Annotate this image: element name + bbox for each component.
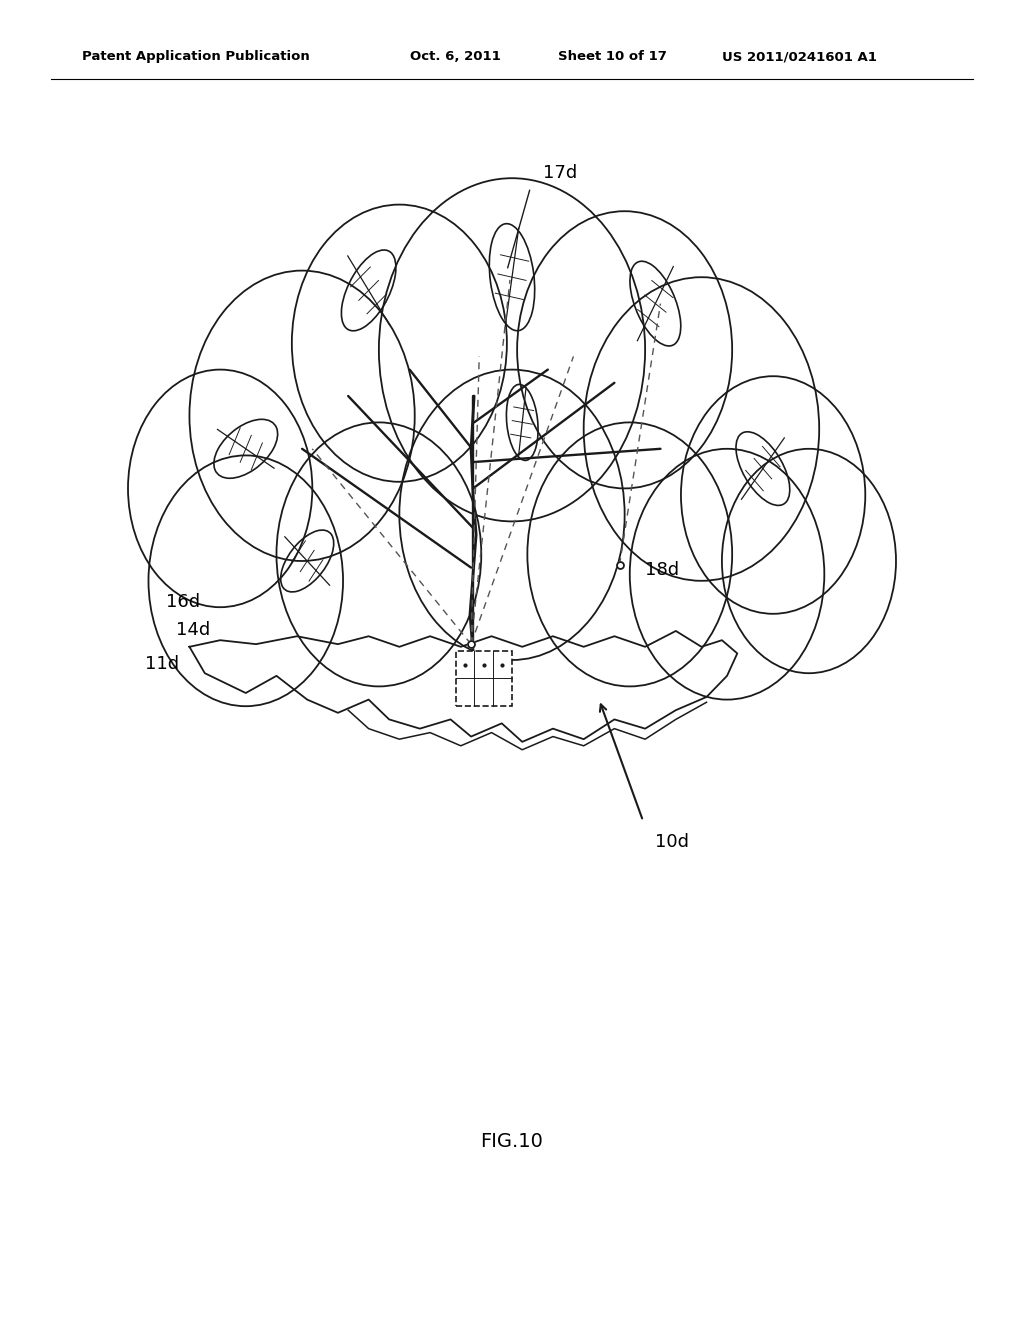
Text: 17d: 17d — [543, 164, 577, 182]
Circle shape — [630, 449, 824, 700]
Text: 14d: 14d — [176, 620, 210, 639]
Text: 10d: 10d — [655, 833, 689, 851]
Text: 16d: 16d — [166, 593, 200, 611]
Text: FIG.10: FIG.10 — [480, 1133, 544, 1151]
Circle shape — [292, 205, 507, 482]
Text: Patent Application Publication: Patent Application Publication — [82, 50, 309, 63]
Text: Oct. 6, 2011: Oct. 6, 2011 — [410, 50, 501, 63]
Circle shape — [379, 178, 645, 521]
Circle shape — [148, 455, 343, 706]
Circle shape — [584, 277, 819, 581]
Circle shape — [517, 211, 732, 488]
Text: 11d: 11d — [145, 655, 179, 673]
Text: US 2011/0241601 A1: US 2011/0241601 A1 — [722, 50, 877, 63]
Circle shape — [722, 449, 896, 673]
Circle shape — [681, 376, 865, 614]
Circle shape — [527, 422, 732, 686]
Text: Sheet 10 of 17: Sheet 10 of 17 — [558, 50, 667, 63]
Bar — [456, 651, 512, 706]
Circle shape — [399, 370, 625, 660]
Text: 18d: 18d — [645, 561, 679, 579]
Polygon shape — [189, 631, 737, 742]
Circle shape — [189, 271, 415, 561]
Circle shape — [276, 422, 481, 686]
Circle shape — [128, 370, 312, 607]
